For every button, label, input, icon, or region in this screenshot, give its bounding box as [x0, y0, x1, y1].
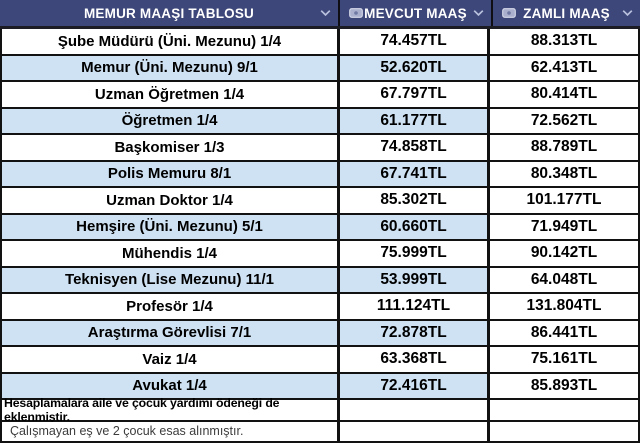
position-cell: Uzman Öğretmen 1/4 — [2, 82, 340, 107]
raised-salary-cell: 131.804TL — [526, 297, 602, 315]
position-cell: Hemşire (Üni. Mezunu) 5/1 — [2, 214, 340, 239]
raised-salary-cell: 80.348TL — [490, 161, 638, 186]
raised-salary-cell: 71.949TL — [490, 214, 638, 239]
position-cell: Polis Memuru 8/1 — [2, 161, 340, 186]
raised-salary-cell: 75.161TL — [530, 350, 598, 368]
position-cell: Araştırma Görevlisi 7/1 — [2, 320, 340, 345]
footnote-text-1: Hesaplamalara aile ve çocuk yardımı öden… — [2, 396, 340, 424]
position-cell: Memur (Üni. Mezunu) 9/1 — [2, 55, 340, 80]
header-col3-label: ZAMLI MAAŞ — [523, 5, 610, 21]
current-salary-cell: 67.741TL — [340, 161, 490, 186]
table-row: Vaiz 1/4 63.368TL 75.161TL — [0, 347, 640, 374]
empty-cell — [490, 422, 638, 442]
table-header-row: MEMUR MAAŞI TABLOSU MEVCUT MAAŞ ZAMLI MA — [0, 0, 640, 29]
table-row: Profesör 1/4 111.124TL 131.804TL — [0, 294, 640, 321]
header-col1-label: MEMUR MAAŞI TABLOSU — [83, 5, 255, 21]
raised-salary-cell: 62.413TL — [490, 55, 638, 80]
raised-salary-cell: 101.177TL — [526, 191, 602, 209]
table-row: Başkomiser 1/3 74.858TL 88.789TL — [0, 135, 640, 162]
current-salary-cell: 67.797TL — [340, 82, 490, 107]
banknote-icon — [502, 8, 516, 18]
table-row: Uzman Doktor 1/4 85.302TL 101.177TL — [0, 188, 640, 215]
header-memur-maasi-tablosu[interactable]: MEMUR MAAŞI TABLOSU — [0, 0, 340, 26]
empty-cell — [340, 421, 490, 441]
raised-salary-cell: 90.142TL — [530, 244, 598, 262]
table-row: Hemşire (Üni. Mezunu) 5/1 60.660TL 71.94… — [0, 214, 640, 241]
position-cell: Avukat 1/4 — [2, 373, 340, 398]
table-row: Uzman Öğretmen 1/4 67.797TL 80.414TL — [0, 82, 640, 109]
current-salary-cell: 53.999TL — [340, 267, 490, 292]
chevron-down-icon[interactable] — [622, 10, 633, 17]
chevron-down-icon[interactable] — [473, 10, 484, 17]
banknote-icon — [349, 8, 363, 18]
footnote-row-1: Hesaplamalara aile ve çocuk yardımı öden… — [0, 396, 640, 424]
footnote-row-2: Çalışmayan eş ve 2 çocuk esas alınmıştır… — [0, 421, 640, 443]
position-cell: Vaiz 1/4 — [2, 347, 340, 372]
position-cell: Profesör 1/4 — [2, 294, 340, 319]
current-salary-cell: 60.660TL — [340, 214, 490, 239]
position-cell: Şube Müdürü (Üni. Mezunu) 1/4 — [2, 29, 340, 54]
table-row: Şube Müdürü (Üni. Mezunu) 1/4 74.457TL 8… — [0, 29, 640, 56]
raised-salary-cell: 88.313TL — [530, 32, 598, 50]
raised-salary-cell: 88.789TL — [530, 138, 598, 156]
position-cell: Başkomiser 1/3 — [2, 135, 340, 160]
position-cell: Mühendis 1/4 — [2, 241, 340, 266]
current-salary-cell: 72.416TL — [340, 373, 490, 398]
table-body: Şube Müdürü (Üni. Mezunu) 1/4 74.457TL 8… — [0, 29, 640, 400]
footnote-text-2: Çalışmayan eş ve 2 çocuk esas alınmıştır… — [2, 421, 340, 441]
current-salary-cell: 75.999TL — [340, 241, 490, 266]
raised-salary-cell: 85.893TL — [490, 373, 638, 398]
table-row: Teknisyen (Lise Mezunu) 11/1 53.999TL 64… — [0, 267, 640, 294]
empty-cell — [490, 400, 638, 420]
header-col2-label: MEVCUT MAAŞ — [364, 5, 467, 21]
current-salary-cell: 85.302TL — [340, 188, 490, 213]
empty-cell — [340, 400, 490, 420]
raised-salary-cell: 80.414TL — [530, 85, 598, 103]
table-row: Memur (Üni. Mezunu) 9/1 52.620TL 62.413T… — [0, 55, 640, 82]
position-cell: Teknisyen (Lise Mezunu) 11/1 — [2, 267, 340, 292]
table-row: Araştırma Görevlisi 7/1 72.878TL 86.441T… — [0, 320, 640, 347]
current-salary-cell: 63.368TL — [340, 347, 490, 372]
table-row: Mühendis 1/4 75.999TL 90.142TL — [0, 241, 640, 268]
current-salary-cell: 72.878TL — [340, 320, 490, 345]
current-salary-cell: 52.620TL — [340, 55, 490, 80]
current-salary-cell: 61.177TL — [340, 108, 490, 133]
position-cell: Uzman Doktor 1/4 — [2, 188, 340, 213]
chevron-down-icon[interactable] — [320, 10, 331, 17]
current-salary-cell: 74.457TL — [340, 29, 490, 54]
header-zamli-maas[interactable]: ZAMLI MAAŞ — [493, 0, 640, 26]
raised-salary-cell: 64.048TL — [490, 267, 638, 292]
position-cell: Öğretmen 1/4 — [2, 108, 340, 133]
raised-salary-cell: 72.562TL — [490, 108, 638, 133]
header-mevcut-maas[interactable]: MEVCUT MAAŞ — [340, 0, 493, 26]
table-row: Öğretmen 1/4 61.177TL 72.562TL — [0, 108, 640, 135]
table-row: Polis Memuru 8/1 67.741TL 80.348TL — [0, 161, 640, 188]
raised-salary-cell: 86.441TL — [490, 320, 638, 345]
table-row: Avukat 1/4 72.416TL 85.893TL — [0, 373, 640, 400]
current-salary-cell: 111.124TL — [340, 294, 490, 319]
current-salary-cell: 74.858TL — [340, 135, 490, 160]
